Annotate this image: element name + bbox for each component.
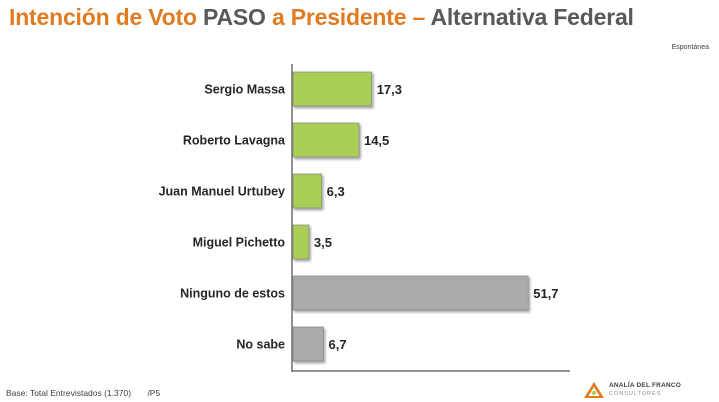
title-part-4: Alternativa Federal bbox=[430, 4, 634, 30]
spontaneous-note: Espontánea bbox=[671, 44, 709, 51]
category-label-1: Roberto Lavagna bbox=[183, 134, 286, 148]
bar-2 bbox=[292, 173, 323, 209]
category-label-2: Juan Manuel Urtubey bbox=[159, 185, 285, 199]
category-label-0: Sergio Massa bbox=[204, 83, 286, 97]
value-label-3: 3,5 bbox=[314, 235, 332, 250]
bar-0 bbox=[292, 71, 373, 107]
category-label-3: Miguel Pichetto bbox=[193, 236, 286, 250]
footer-question-code: /P5 bbox=[147, 388, 161, 398]
bar-4 bbox=[292, 275, 529, 311]
bar-5 bbox=[292, 326, 324, 362]
value-label-5: 6,7 bbox=[328, 337, 346, 352]
footer-base-text: Base: Total Entrevistados (1.370) bbox=[6, 388, 132, 398]
title-part-2: PASO bbox=[203, 4, 266, 30]
value-label-0: 17,3 bbox=[377, 82, 402, 97]
title-part-1: Intención de Voto bbox=[9, 4, 197, 30]
logo-name-text: ANALÍA DEL FRANCO bbox=[609, 382, 682, 389]
value-label-4: 51,7 bbox=[533, 286, 558, 301]
title-part-3: a Presidente – bbox=[271, 4, 426, 30]
page-title: Intención de Voto PASO a Presidente – Al… bbox=[9, 4, 634, 31]
logo-subtitle-text: CONSULTORES bbox=[609, 390, 662, 397]
category-label-5: No sabe bbox=[236, 338, 285, 352]
company-logo: ANALÍA DEL FRANCO CONSULTORES bbox=[583, 381, 681, 399]
value-label-2: 6,3 bbox=[327, 184, 345, 199]
bar-3 bbox=[292, 224, 310, 260]
category-label-4: Ninguno de estos bbox=[180, 287, 285, 301]
bars-group: Sergio Massa 17,3 Roberto Lavagna 14,5 Juan … bbox=[159, 71, 559, 362]
bar-1 bbox=[292, 122, 360, 158]
value-label-1: 14,5 bbox=[364, 133, 389, 148]
footer-note: Base: Total Entrevistados (1.370) /P5 bbox=[6, 388, 160, 398]
consultancy-logo-mark-icon bbox=[584, 382, 604, 398]
